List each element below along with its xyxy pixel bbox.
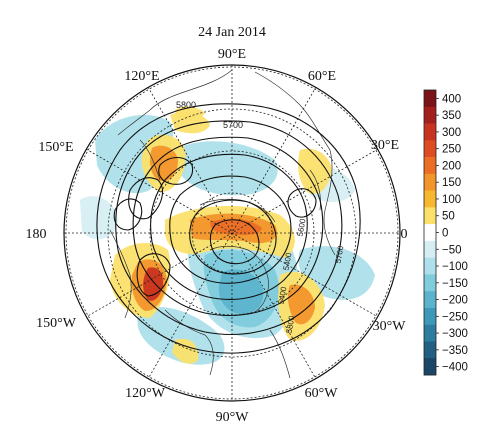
colorbar-label: −150 [442,278,468,290]
colorbar-label: −350 [442,345,468,357]
contour-label-5400-a: 5400 [282,251,294,271]
colorbar-swatch [424,190,436,208]
colorbar-swatch [424,224,436,242]
lon-label-30e: 30°E [371,138,399,153]
lon-label-90w: 90°W [216,410,250,425]
contour-label-5400-b: 5400 [277,285,289,305]
colorbar-swatch [424,207,436,225]
colorbar-swatch [424,157,436,175]
colorbar-label: 50 [442,211,455,223]
colorbar-swatch [424,291,436,309]
lon-label-180: 180 [26,227,47,242]
coastlines [109,69,336,379]
colorbar-label: 200 [442,160,461,172]
lon-label-0: 0 [401,227,408,242]
colorbar-label: −250 [442,311,468,323]
lon-label-150w: 150°W [36,316,77,331]
lon-label-120e: 120°E [124,69,159,84]
lon-label-30w: 30°W [373,319,407,334]
lon-label-90e: 90°E [218,47,246,62]
colorbar-swatch [424,240,436,258]
colorbar-label: −400 [442,362,468,374]
colorbar-swatch [424,140,436,158]
colorbar-label: 0 [442,228,448,240]
colorbar-swatch [424,324,436,342]
colorbar-label: 250 [442,144,461,156]
longitude-label-group: 90°E 120°E 60°E 150°E 30°E 180 0 150°W 3… [26,47,408,425]
lon-label-60w: 60°W [305,386,339,401]
positive-anomaly-shading [110,106,332,364]
colorbar-swatch [424,123,436,141]
contour-label-5700: 5700 [223,120,243,130]
lon-label-120w: 120°W [125,386,166,401]
contour-label-5800: 5800 [176,100,196,110]
colorbar-label: 400 [442,93,461,105]
map-disk [64,65,400,401]
colorbar-swatch [424,90,436,108]
colorbar-swatch [424,173,436,191]
map-boundary [63,64,401,402]
colorbar-label: 100 [442,194,461,206]
colorbar-label: −50 [442,244,462,256]
contour-label-5600: 5600 [296,217,308,237]
colorbar-label: 300 [442,127,461,139]
colorbar-swatch [424,341,436,359]
colorbar-swatch [424,358,436,376]
colorbar-label: 150 [442,177,461,189]
colorbar-label: 350 [442,110,461,122]
colorbar-label: −200 [442,295,468,307]
colorbar-swatch [424,274,436,292]
lon-label-150e: 150°E [38,140,73,155]
contour-label-group: 5800 5700 5600 5400 5700 5400 5800 [176,100,346,334]
colorbar-label: −300 [442,328,468,340]
colorbar-swatch [424,307,436,326]
height-contours [96,103,361,354]
colorbar-swatch [424,257,436,275]
contour-label-5700-b: 5700 [334,244,346,264]
colorbar-label: −100 [442,261,468,273]
colorbar: 400 350 300 250 200 150 100 50 0 −50 −100 −150 −200 −… [423,89,468,376]
contour-label-5800-b: 5800 [285,314,297,334]
map-title: 24 Jan 2014 [198,25,266,40]
colorbar-swatch [424,106,436,124]
lon-label-60e: 60°E [308,69,336,84]
